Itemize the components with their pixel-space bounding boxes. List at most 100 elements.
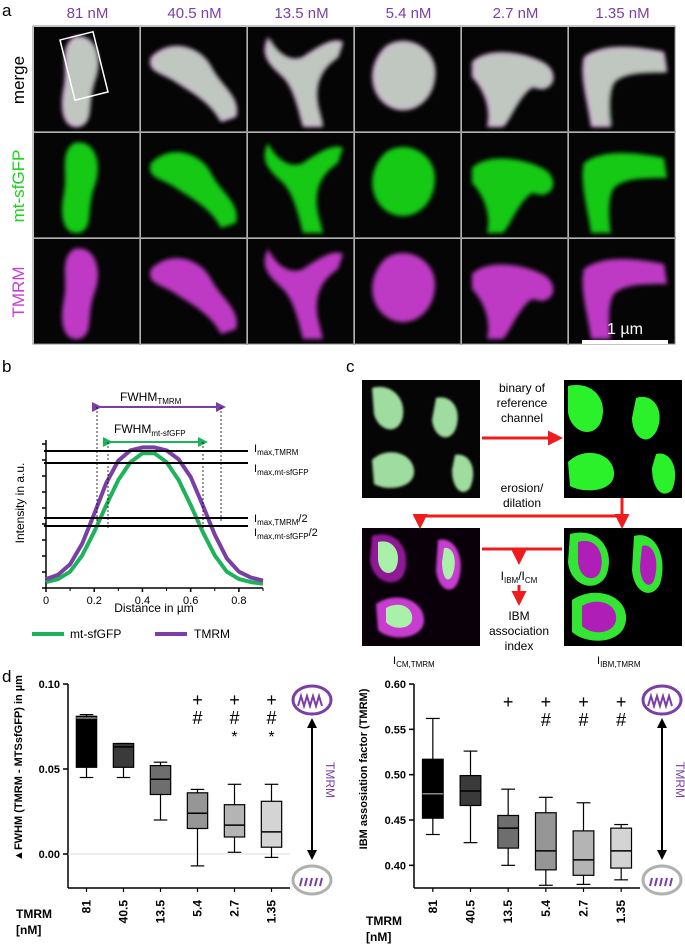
box-2.7	[572, 830, 595, 876]
significance-marker: #	[541, 710, 551, 730]
ratio-label: IIBM/ICM	[501, 569, 538, 585]
right-x-title-1: TMRM	[366, 914, 402, 928]
significance-marker: +	[503, 692, 514, 712]
concentration-label: 2.7 nM	[493, 5, 539, 22]
micrograph-cell	[248, 133, 354, 238]
y-tick-label: 0.00	[39, 849, 60, 861]
box-5.4	[534, 812, 557, 871]
row-label: mt-sfGFP	[9, 150, 28, 223]
panel-letter-d: d	[2, 667, 11, 686]
x-axis-label: Distance in µm	[114, 601, 194, 615]
y-tick-label: 0.45	[385, 815, 406, 827]
micrograph-cell	[34, 239, 140, 344]
concentration-label: 1.35 nM	[595, 5, 649, 22]
ibm-label: IIBM,TMRM	[597, 655, 641, 669]
box-40.5	[112, 742, 135, 768]
ibm-boxplot: IBM assosiation factor (TMRM) 0.40 0.45 0.…	[358, 679, 640, 923]
mitochondrion-shape	[264, 143, 343, 233]
right-x-title-2: [nM]	[366, 930, 391, 944]
fwhm-gfp-label: FWHMmt-sfGFP	[114, 422, 186, 438]
roi-box	[59, 30, 109, 102]
y-tick-label: 0.05	[39, 764, 60, 776]
x-tick-label: 40.5	[117, 900, 131, 924]
mito-icon-bottom-right	[641, 864, 683, 896]
micrograph-cell	[141, 239, 247, 344]
right-y-axis-label: IBM assosiation factor (TMRM)	[358, 688, 370, 849]
mito-icon-bottom-left	[291, 864, 333, 896]
mitochondrion-shape	[472, 158, 554, 233]
significance-marker: +	[229, 690, 240, 710]
significance-marker: +	[192, 690, 203, 710]
mitochondrion-shape	[150, 152, 237, 228]
box-81	[421, 758, 444, 819]
micrograph-grid	[32, 25, 676, 345]
x-tick-label: 13.5	[154, 900, 168, 924]
step2-line2: dilation	[503, 496, 541, 510]
x-tick-label: 13.5	[501, 900, 515, 924]
significance-marker: *	[231, 729, 237, 746]
result-line1: IBM	[508, 609, 529, 623]
significance-marker: +	[578, 692, 589, 712]
mito-icon-top-right	[641, 684, 683, 716]
x-tick-label: 81	[426, 900, 440, 914]
micrograph-cell	[355, 27, 461, 132]
x-tick-label: 0	[43, 595, 49, 607]
legend-label-tmrm: TMRM	[194, 627, 230, 641]
scale-bar-label: 1 µm	[607, 321, 643, 338]
x-tick-label: 5.4	[191, 900, 205, 917]
x-tick-label: 2.7	[228, 900, 242, 917]
left-x-title-1: TMRM	[16, 907, 52, 921]
arrow-erosion-left	[412, 498, 624, 529]
step1-line3: channel	[501, 411, 543, 425]
significance-marker: +	[541, 692, 552, 712]
x-tick-label: 0.2	[87, 595, 102, 607]
half-tmrm-label: Imax,TMRM/2	[254, 513, 308, 527]
micrograph-cell	[462, 133, 568, 238]
panel-letter-a: a	[2, 1, 12, 20]
ibm-image	[564, 528, 682, 646]
x-tick-label: 1.35	[265, 900, 279, 924]
legend-label-gfp: mt-sfGFP	[70, 627, 121, 641]
y-tick-label: 0.40	[385, 860, 406, 872]
step2-line1: erosion/	[501, 481, 544, 495]
micrograph-cell	[248, 27, 354, 132]
mito-icon-top-left	[291, 684, 333, 716]
box-1.35	[260, 800, 283, 848]
result-line2: association	[489, 624, 549, 638]
concentration-label: 5.4 nM	[386, 5, 432, 22]
x-tick-label: 1.35	[614, 900, 628, 924]
panel-letter-c: c	[346, 357, 355, 376]
x-tick-label: 0.6	[183, 595, 198, 607]
significance-marker: #	[192, 708, 202, 728]
mitochondrion-shape	[372, 147, 435, 217]
mitochondrion-shape	[150, 258, 237, 334]
row-label: TMRM	[9, 267, 28, 318]
box-1.35	[610, 827, 633, 869]
mitochondrion-shape	[372, 253, 435, 323]
left-y-axis-label: ▲FWHM (TMRM - MTSsfGFP) in µm	[13, 675, 25, 861]
fwhm-boxplot: ▲FWHM (TMRM - MTSsfGFP) in µm 0.00 0.05 0.…	[13, 675, 290, 924]
y-tick-label: 0.55	[385, 724, 406, 736]
series-line-TMRM	[45, 445, 264, 583]
micrograph-cell	[34, 133, 140, 238]
micrograph-cell	[355, 239, 461, 344]
x-tick-label: 5.4	[539, 900, 553, 917]
imax-tmrm-label: Imax,TMRM	[254, 443, 299, 457]
micrograph-cell	[355, 133, 461, 238]
concentration-label: 81 nM	[67, 5, 109, 22]
micrograph-cell	[462, 27, 568, 132]
significance-marker: +	[616, 692, 627, 712]
reference-lines	[44, 450, 248, 527]
result-line3: index	[505, 639, 534, 653]
axes: 0 0.2 0.4 0.6 0.8	[42, 440, 264, 607]
mitochondrion-shape	[582, 259, 667, 339]
series	[45, 445, 264, 586]
step1-line2: reference	[497, 396, 548, 410]
ibm-workflow-diagram: binary of reference channel erosion/ dil…	[362, 380, 682, 669]
mitochondrion-shape	[582, 153, 667, 233]
significance-marker: #	[266, 708, 276, 728]
micrograph-cell	[141, 133, 247, 238]
significance-marker: #	[578, 710, 588, 730]
x-tick-label: 2.7	[577, 900, 591, 917]
